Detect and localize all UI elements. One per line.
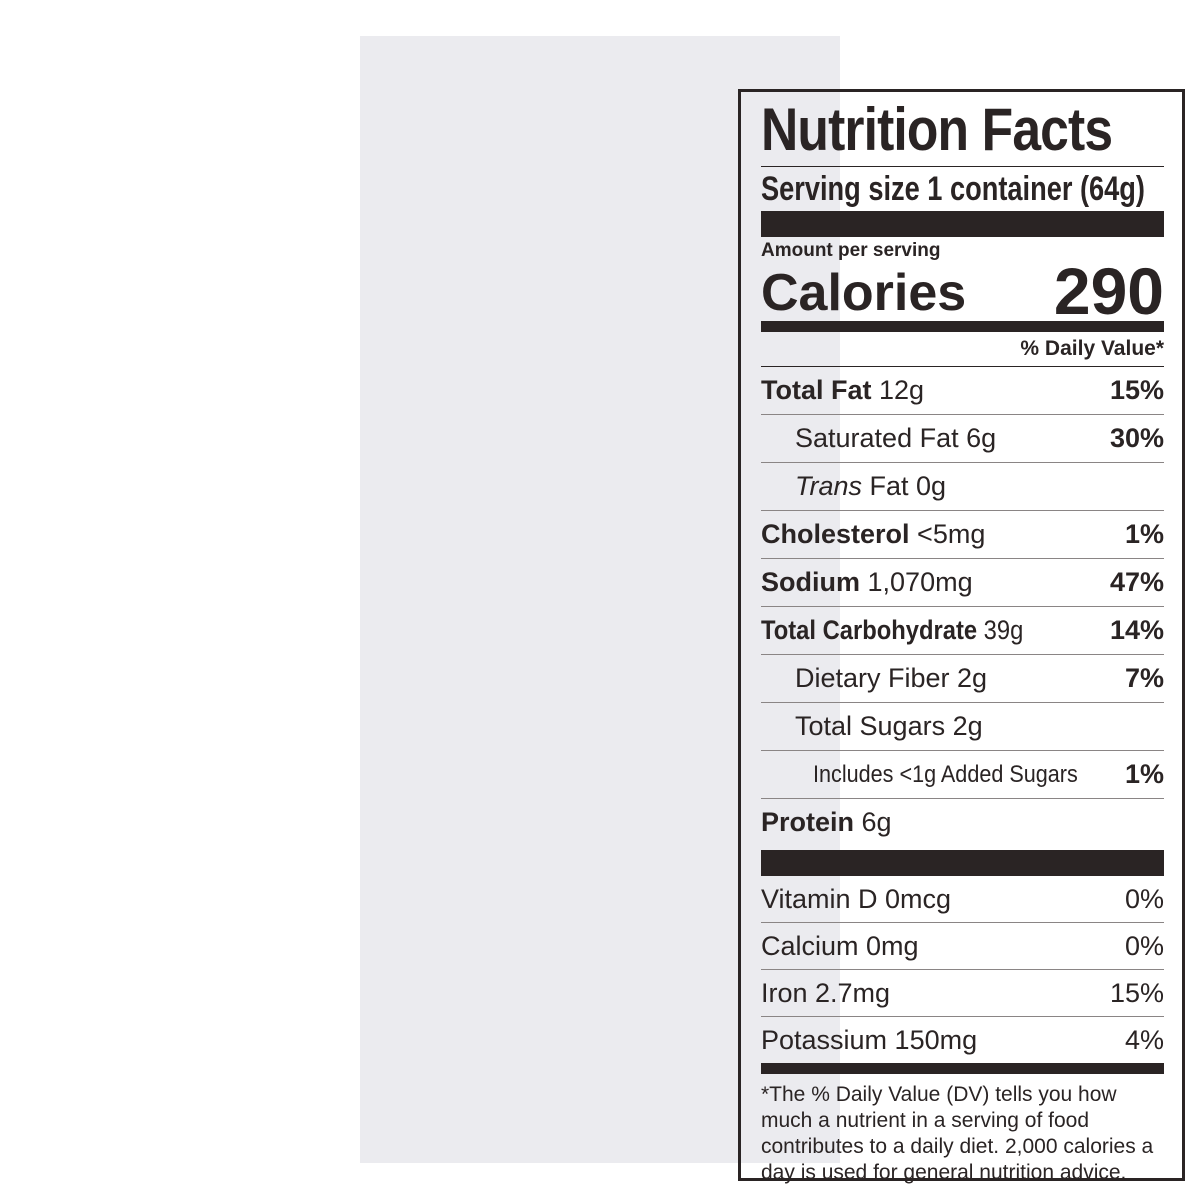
nutrient-row-added-sugars: Includes <1g Added Sugars 1% [761,751,1164,799]
nutrition-label-panel: Nutrition Facts Serving size 1 container… [360,36,1185,1184]
nutrient-amount: 1,070mg [867,567,973,597]
nutrient-amount: 12g [879,375,925,405]
vitamin-name: Potassium 150mg [761,1024,978,1055]
vitamin-row: Iron 2.7mg 15% [761,970,1164,1017]
nutrient-row-saturated-fat: Saturated Fat 6g 30% [761,415,1164,463]
nutrition-facts-box: Nutrition Facts Serving size 1 container… [738,89,1185,1184]
amount-per-serving: Amount per serving [761,240,941,261]
nutrient-name: Saturated Fat 6g [795,423,997,453]
vitamin-dv: 4% [1124,1024,1164,1055]
footnote: *The % Daily Value (DV) tells you how mu… [761,1083,1154,1184]
vitamin-name: Iron 2.7mg [761,977,891,1008]
nutrient-list: Total Fat 12g 15% Saturated Fat 6g 30% T… [761,367,1164,846]
nutrient-name: Protein [761,807,855,837]
vitamin-row: Vitamin D 0mcg 0% [761,876,1164,923]
vitamin-name: Vitamin D 0mcg [761,883,952,914]
medium-divider [761,321,1164,332]
vitamin-row: Potassium 150mg 4% [761,1017,1164,1063]
calories-value: 290 [1053,254,1164,328]
nutrient-dv: 1% [1124,519,1164,549]
nutrient-name: Sodium [761,567,860,597]
vitamin-dv: 0% [1124,883,1164,914]
nutrient-name: Dietary Fiber 2g [795,663,988,693]
vitamin-row: Calcium 0mg 0% [761,923,1164,970]
nutrient-row-total-sugars: Total Sugars 2g [761,703,1164,751]
daily-value-header: % Daily Value* [1020,337,1164,360]
nutrient-dv: 47% [1109,567,1164,597]
medium-divider [761,1063,1164,1074]
nutrient-name: Cholesterol [761,519,910,549]
nutrient-amount: <5mg [917,519,986,549]
nutrient-row-total-fat: Total Fat 12g 15% [761,367,1164,415]
vitamin-dv: 0% [1124,930,1164,961]
serving-size: Serving size 1 container (64g) [761,170,1145,208]
vitamin-list: Vitamin D 0mcg 0% Calcium 0mg 0% Iron 2.… [761,876,1164,1063]
nutrient-row-trans-fat: Trans Fat 0g [761,463,1164,511]
thick-divider [761,211,1164,237]
nutrient-row-sodium: Sodium 1,070mg 47% [761,559,1164,607]
nutrient-dv: 30% [1109,423,1164,453]
nutrient-amount: Fat 0g [869,471,947,501]
calories-label: Calories [761,264,967,322]
nutrient-dv: 7% [1124,663,1164,693]
vitamin-name: Calcium 0mg [761,930,919,961]
nutrient-name: Includes <1g Added Sugars [813,760,1078,788]
divider [761,366,1164,367]
calories-row: Calories 290 [761,254,1164,328]
nutrient-amount: 6g [861,807,892,837]
nutrient-name: Trans [795,471,863,501]
divider [761,166,1164,167]
vitamin-dv: 15% [1109,977,1164,1008]
nutrient-dv: 15% [1109,375,1164,405]
nutrient-name: Total Fat [761,375,872,405]
nutrient-amount: 39g [983,615,1024,645]
nutrient-row-protein: Protein 6g [761,799,1164,846]
nutrient-row-total-carbohydrate: Total Carbohydrate 39g 14% [761,607,1164,655]
nutrient-name: Total Sugars 2g [795,711,983,741]
nutrient-name: Total Carbohydrate [761,615,978,645]
nutrient-dv: 14% [1109,615,1164,645]
nutrient-dv: 1% [1124,759,1164,789]
nutrient-row-dietary-fiber: Dietary Fiber 2g 7% [761,655,1164,703]
thick-divider [761,850,1164,876]
nutrient-row-cholesterol: Cholesterol <5mg 1% [761,511,1164,559]
label-title: Nutrition Facts [761,96,1113,163]
